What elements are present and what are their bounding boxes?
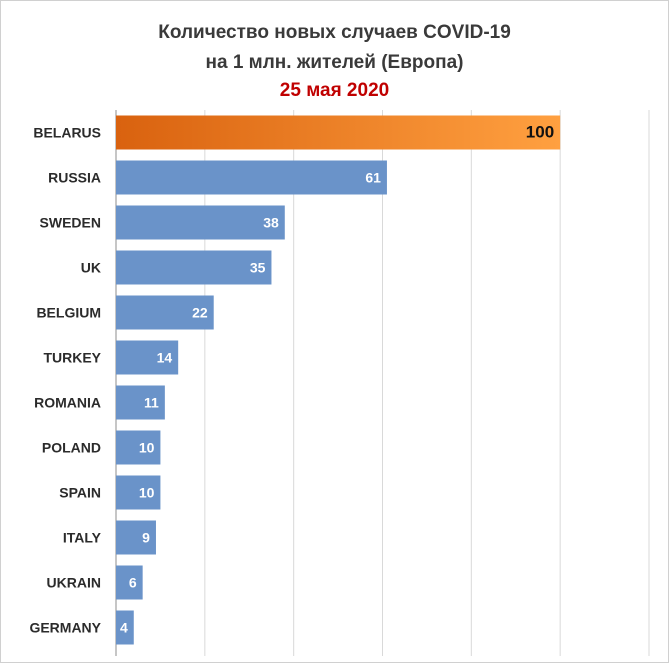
value-label-spain: 10 [139, 485, 155, 501]
value-label-romania: 11 [144, 395, 159, 411]
category-label-turkey: TURKEY [43, 350, 101, 366]
value-label-italy: 9 [142, 530, 150, 546]
bar-poland [116, 430, 161, 465]
value-label-turkey: 14 [157, 350, 173, 366]
category-label-belarus: BELARUS [33, 125, 101, 141]
value-label-ukrain: 6 [129, 575, 137, 591]
category-labels: BELARUS RUSSIA SWEDEN UK BELGIUM TURKEY ROMANI… [29, 125, 101, 636]
category-label-belgium: BELGIUM [36, 305, 101, 321]
value-label-belgium: 22 [192, 305, 208, 321]
category-label-romania: ROMANIA [34, 395, 101, 411]
value-label-belarus: 100 [526, 123, 554, 142]
bar-sweden [116, 205, 285, 240]
category-label-poland: POLAND [42, 440, 101, 456]
value-label-sweden: 38 [263, 215, 279, 231]
bar-belarus [116, 115, 561, 150]
gridlines [115, 110, 650, 656]
bar-italy [116, 520, 156, 555]
bar-turkey [116, 340, 179, 375]
category-label-ukrain: UKRAIN [47, 575, 101, 591]
chart-title-line-2: на 1 млн. жителей (Европа) [205, 52, 464, 73]
bars: 100 61 38 35 22 14 11 10 10 9 6 4 [116, 115, 561, 645]
bar-russia [116, 160, 387, 195]
category-label-uk: UK [81, 260, 101, 276]
category-label-russia: RUSSIA [48, 170, 101, 186]
bar-uk [116, 250, 272, 285]
chart-subtitle-date: 25 мая 2020 [279, 80, 390, 101]
category-label-germany: GERMANY [29, 620, 101, 636]
value-label-uk: 35 [250, 260, 266, 276]
value-label-germany: 4 [120, 620, 128, 636]
category-label-sweden: SWEDEN [40, 215, 101, 231]
value-label-russia: 61 [365, 170, 381, 186]
bar-belgium [116, 295, 214, 330]
category-label-spain: SPAIN [59, 485, 101, 501]
bar-romania [116, 385, 165, 420]
bar-germany [116, 610, 134, 645]
bar-spain [116, 475, 161, 510]
category-label-italy: ITALY [63, 530, 102, 546]
bar-ukrain [116, 565, 143, 600]
value-label-poland: 10 [139, 440, 155, 456]
chart-title-line-1: Количество новых случаев COVID-19 [158, 22, 511, 43]
